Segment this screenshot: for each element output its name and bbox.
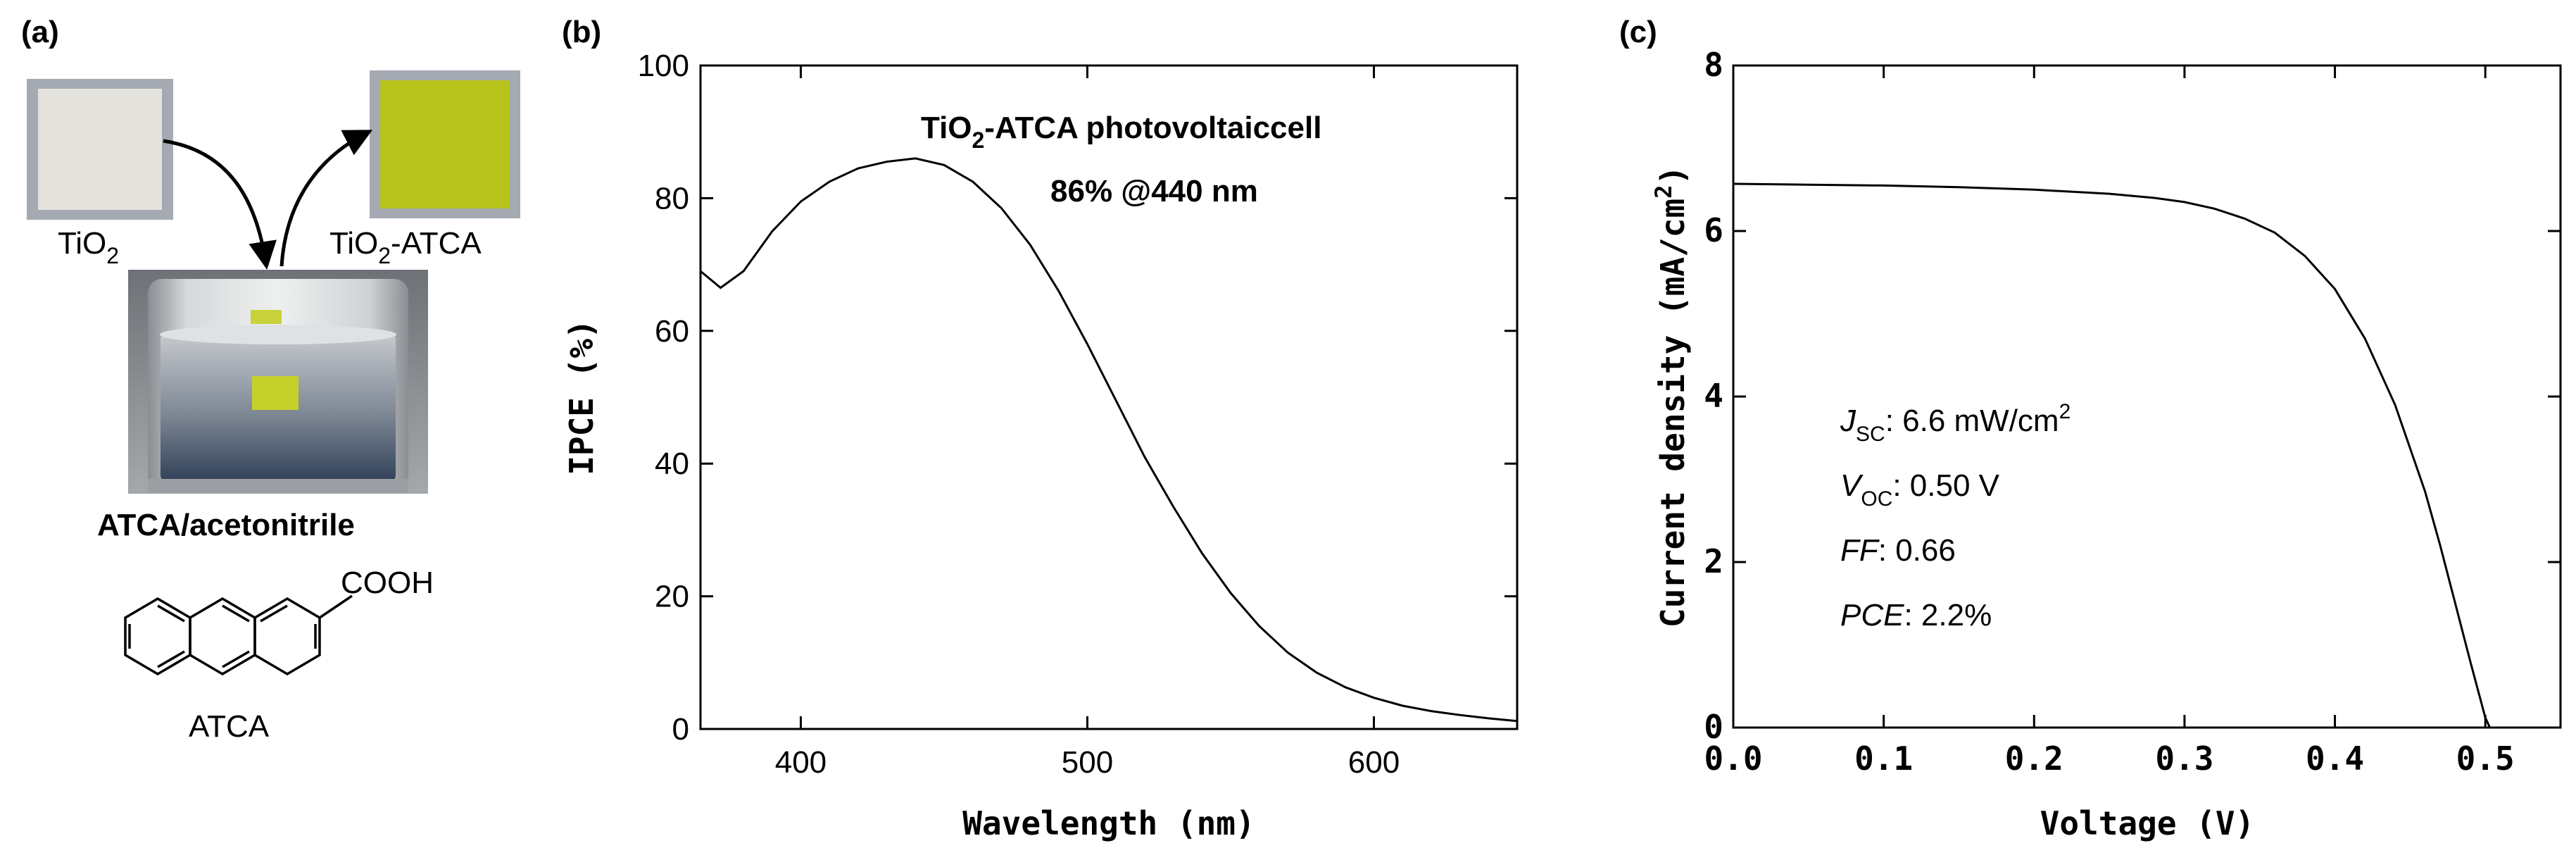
ipce-plot-frame — [699, 64, 1519, 730]
jv-series-line — [1733, 182, 2491, 728]
ipce-y-tick-label: 20 — [655, 580, 689, 614]
jv-parameters: JSC: 6.6 mW/cm2 VOC: 0.50 V FF: 0.66 PCE: 2… — [1840, 400, 2071, 632]
jv-x-tick-label: 0.3 — [2155, 740, 2213, 778]
carboxyl-group-label: COOH — [341, 566, 434, 600]
jv-y-axis-label: Current density (mA/cm2) — [1650, 166, 1692, 628]
panel-a-label: (a) — [21, 15, 59, 49]
ipce-y-tick-label: 0 — [672, 712, 689, 747]
jv-x-tick-label: 0.1 — [1854, 740, 1913, 778]
tio2-atca-label: TiO2-ATCA — [329, 226, 482, 268]
ipce-y-tick-label: 80 — [655, 181, 689, 216]
panel-c-label: (c) — [1619, 15, 1657, 49]
jv-y-tick-label: 0 — [1704, 708, 1723, 746]
ipce-annotation-peak: 86% @440 nm — [1050, 174, 1258, 208]
ipce-axis-ticks: 0 20 40 60 80 100 400 500 600 — [638, 49, 1517, 780]
ipce-y-axis-label: IPCE (%) — [563, 319, 601, 475]
jv-x-tick-label: 0.5 — [2456, 740, 2515, 778]
jv-y-tick-label: 4 — [1704, 377, 1723, 415]
vial-caption: ATCA/acetonitrile — [97, 508, 355, 542]
ipce-y-tick-label: 40 — [655, 447, 689, 481]
jv-parameter-j: JSC: 6.6 mW/cm2 — [1840, 400, 2071, 446]
jv-x-axis-label: Voltage (V) — [2040, 804, 2255, 842]
panel-a: (a) TiO2 TiO2-ATCA ATCA/acetonitrile — [21, 15, 520, 744]
panel-b: (b) 0 20 40 60 80 100 400 500 600 TiO2-ATCA phot… — [562, 15, 1519, 842]
atca-film — [380, 80, 510, 208]
jv-parameter-pce: PCE: 2.2% — [1840, 598, 1992, 632]
jv-parameter-v: VOC: 0.50 V — [1840, 468, 2000, 511]
jv-y-tick-label: 8 — [1704, 46, 1723, 84]
ipce-x-axis-label: Wavelength (nm) — [962, 804, 1255, 842]
tio2-film — [38, 89, 162, 210]
vial-photo — [128, 270, 428, 494]
atca-molecule — [124, 594, 353, 676]
ipce-x-tick-label: 600 — [1348, 745, 1400, 780]
jv-y-tick-label: 6 — [1704, 211, 1723, 249]
ipce-y-tick-label: 60 — [655, 314, 689, 349]
molecule-name: ATCA — [189, 709, 270, 744]
jv-x-tick-label: 0.4 — [2306, 740, 2364, 778]
panel-c: (c) 0 2 4 6 8 0.0 0.1 0.2 0.3 0.4 0.5 JSC: 6.6 mW/… — [1619, 15, 2562, 842]
ipce-x-tick-label: 500 — [1062, 745, 1113, 780]
arrow-into-solution — [163, 139, 277, 270]
ipce-y-tick-label: 100 — [638, 49, 689, 83]
tio2-label: TiO2 — [58, 226, 119, 268]
jv-axis-ticks: 0 2 4 6 8 0.0 0.1 0.2 0.3 0.4 0.5 — [1704, 46, 2561, 778]
jv-parameter-ff: FF: 0.66 — [1840, 533, 1956, 568]
ipce-x-tick-label: 400 — [775, 745, 827, 780]
jv-y-tick-label: 2 — [1704, 542, 1723, 580]
jv-x-tick-label: 0.0 — [1704, 740, 1762, 778]
ipce-series-line — [700, 157, 1518, 723]
panel-b-label: (b) — [562, 15, 601, 49]
jv-x-tick-label: 0.2 — [2005, 740, 2063, 778]
ipce-annotation-title: TiO2-ATCA photovoltaiccell — [921, 111, 1321, 153]
arrow-out-of-solution — [279, 130, 373, 267]
